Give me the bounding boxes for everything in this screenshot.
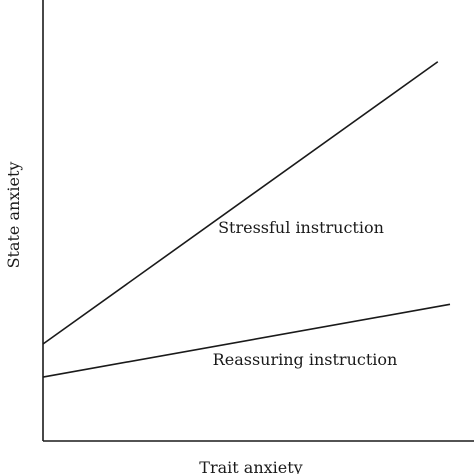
axes xyxy=(42,0,474,442)
y-axis-title: State anxiety xyxy=(4,162,23,269)
series-line-reassuring-instruction xyxy=(42,303,451,378)
series-label-reassuring-instruction: Reassuring instruction xyxy=(213,350,398,369)
series-line-stressful-instruction xyxy=(42,61,439,345)
series-group xyxy=(42,61,451,378)
x-axis-title: Trait anxiety xyxy=(199,458,302,474)
series-label-stressful-instruction: Stressful instruction xyxy=(218,218,384,237)
